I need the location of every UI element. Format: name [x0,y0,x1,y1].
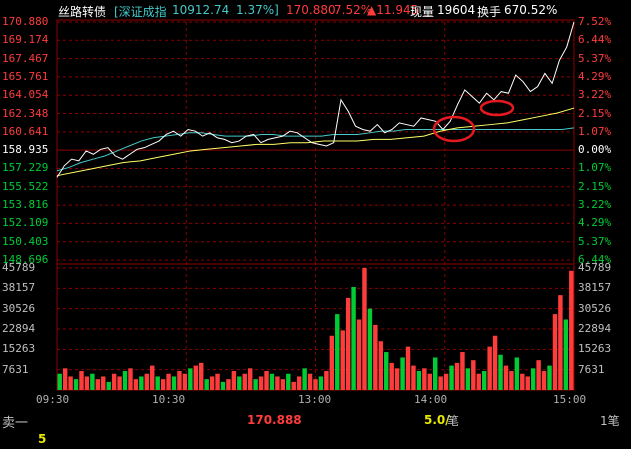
avg-price-line [56,107,575,177]
volume-tick-label: 45789 [578,261,612,274]
pct-tick-label: 5.37% [578,51,612,65]
footer-sub-value: 5 [38,432,47,446]
pct-tick-label: 2.15% [578,179,612,193]
volume-tick-label: 22894 [578,322,612,335]
stock-name: 丝路转债 [58,5,107,19]
annotation-circle [479,99,515,117]
price-tick-label: 170.880 [2,15,49,28]
footer-qty: 5.0/ [424,413,450,427]
volume-value: 19604 [437,3,476,17]
volume-tick-label: 15263 [2,342,36,356]
pct-tick-label: 2.15% [578,106,612,120]
price-tick-label: 157.229 [2,161,49,175]
volume-tick-label: 22894 [2,322,36,335]
footer-qty-unit: 笔 [447,414,460,428]
footer-price: 170.888 [247,413,302,427]
price-tick-label: 160.641 [2,124,49,138]
price-change: ▲11.945 [367,3,419,17]
price-tick-label: 153.816 [2,198,49,212]
pct-tick-label: 6.44% [578,33,612,47]
price-tick-label: 162.348 [2,106,49,120]
volume-tick-label: 38157 [578,281,612,295]
turnover-value: 670.52% [504,3,558,17]
chart-header: 丝路转债 [深证成指 10912.74 1.37%] 170.880 7.52%… [0,0,631,22]
pct-tick-label: 3.22% [578,198,612,212]
volume-tick-label: 30526 [578,301,612,315]
pct-tick-label: 3.22% [578,88,612,102]
annotation-circle [432,115,476,143]
price-tick-label: 164.054 [2,88,49,102]
time-tick-label: 14:00 [414,393,448,406]
pct-tick-label: 4.29% [578,216,612,230]
price-tick-label: 155.522 [2,179,49,193]
price-line [56,21,575,178]
time-tick-label: 10:30 [152,393,186,406]
volume-tick-label: 45789 [2,261,36,274]
turnover-label: 换手 [477,5,502,19]
price-tick-label: 158.935 [2,143,49,157]
price-change-pct: 7.52% [334,3,373,17]
volume-tick-label: 7631 [578,362,605,376]
time-tick-label: 09:30 [36,393,70,406]
index-line [56,127,575,172]
time-tick-label: 15:00 [553,393,587,406]
price-tick-label: 152.109 [2,216,49,230]
pct-tick-label: 1.07% [578,161,612,175]
time-tick-label: 13:00 [298,393,332,406]
pct-tick-label: 4.29% [578,69,612,83]
price-tick-label: 148.696 [2,253,49,266]
volume-label: 现量 [410,5,435,19]
pct-tick-label: 0.00% [578,143,612,157]
pct-tick-label: 1.07% [578,124,612,138]
volume-tick-label: 7631 [2,362,29,376]
side-label: 卖一 [2,416,29,431]
price-value: 170.880 [286,3,336,17]
volume-tick-label: 15263 [578,342,612,356]
pct-tick-label: 7.52% [578,15,612,28]
volume-tick-label: 38157 [2,281,36,295]
pct-tick-label: 5.37% [578,234,612,248]
price-tick-label: 167.467 [2,51,49,65]
index-change: 1.37%] [236,3,279,17]
price-tick-label: 165.761 [2,69,49,83]
pct-tick-label: 6.44% [578,253,612,266]
index-name: [深证成指 [114,5,167,19]
price-tick-label: 169.174 [2,33,49,47]
volume-tick-label: 30526 [2,301,36,315]
footer-count: 1笔 [600,414,620,428]
index-value: 10912.74 [172,3,230,17]
price-tick-label: 150.403 [2,234,49,248]
